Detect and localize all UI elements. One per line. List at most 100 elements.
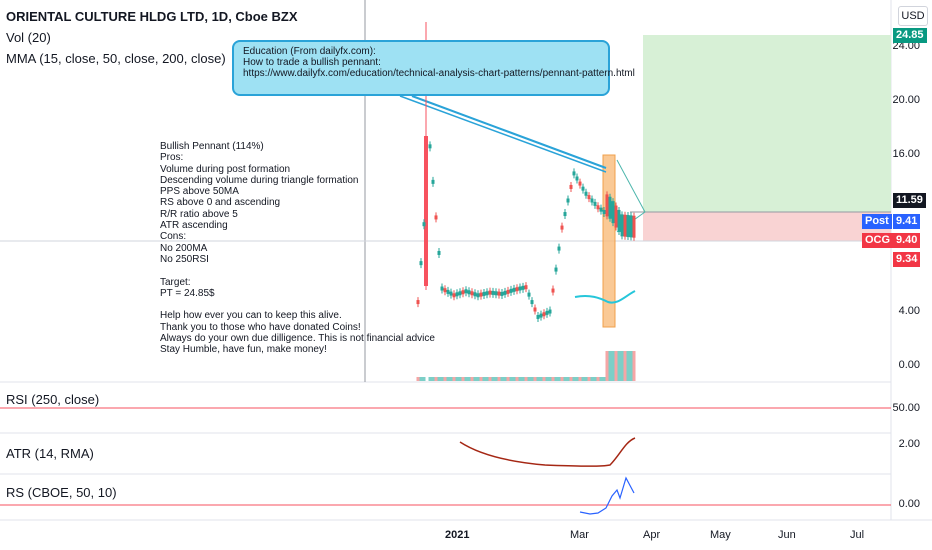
volume-bar (632, 351, 636, 381)
candle-body (437, 250, 441, 255)
time-label-may: May (710, 529, 731, 541)
mma-legend[interactable]: MMA (15, close, 50, close, 200, close) (6, 51, 226, 66)
vol-legend[interactable]: Vol (20) (6, 30, 51, 45)
analysis-notes: Bullish Pennant (114%) Pros: Volume duri… (160, 141, 435, 356)
volume-bar (551, 377, 555, 381)
volume-bar (515, 377, 519, 381)
volume-bar (443, 377, 447, 381)
candle-body (434, 215, 438, 220)
volume-bar (629, 351, 633, 381)
volume-bar (527, 377, 531, 381)
candle-body (608, 196, 612, 219)
volume-bar (548, 377, 552, 381)
candle-body (470, 291, 474, 296)
volume-bar (452, 377, 456, 381)
volume-bar (605, 351, 609, 381)
volume-bar (542, 377, 546, 381)
candle-body (590, 198, 594, 203)
candle-body (518, 286, 522, 291)
rsi-legend[interactable]: RSI (250, close) (6, 392, 100, 407)
volume-bar (500, 377, 504, 381)
rsi-tick: 50.00 (892, 402, 920, 414)
candle-body (524, 285, 528, 290)
candle-body (458, 291, 462, 296)
volume-bar (620, 351, 624, 381)
volume-bar (533, 377, 537, 381)
candle-body (515, 287, 519, 292)
volume-bar (560, 377, 564, 381)
candle-body (494, 291, 498, 296)
candle-body (506, 289, 510, 294)
candle-body (422, 222, 426, 227)
candle-body (596, 205, 600, 210)
candle-body (455, 292, 459, 297)
candle-body (440, 286, 444, 291)
volume-bar (599, 377, 603, 381)
volume-bar (473, 377, 477, 381)
volume-bar (479, 377, 483, 381)
time-label-2021: 2021 (445, 529, 470, 541)
ocg-price-tag: 9.40 (893, 233, 921, 248)
volume-bar (569, 377, 573, 381)
volume-bar (524, 377, 528, 381)
ocg-label-tag: OCG (862, 233, 894, 248)
volume-bar (572, 377, 576, 381)
candle-body (626, 215, 630, 238)
time-label-mar: Mar (570, 529, 589, 541)
candle-body (461, 290, 465, 295)
volume-bar (611, 351, 615, 381)
rs-legend[interactable]: RS (CBOE, 50, 10) (6, 485, 117, 500)
volume-bar (449, 377, 453, 381)
price-tick-24: 24.00 (892, 40, 920, 52)
volume-bar (491, 377, 495, 381)
candle-body (449, 291, 453, 296)
price-tick-20: 20.00 (892, 94, 920, 106)
volume-bar (584, 377, 588, 381)
volume-bar (509, 377, 513, 381)
candle-body (602, 210, 606, 215)
candle-body (566, 198, 570, 203)
volume-bar (497, 377, 501, 381)
candle-body (428, 144, 432, 149)
candle-body (476, 293, 480, 298)
education-callout[interactable]: Education (From dailyfx.com): How to tra… (232, 40, 635, 96)
callout-line-1: Education (From dailyfx.com): (243, 46, 376, 57)
volume-bar (419, 377, 423, 381)
volume-bar (455, 377, 459, 381)
volume-bar (416, 377, 420, 381)
candle-body (569, 184, 573, 189)
candle-body (509, 288, 513, 293)
candle-body (512, 287, 516, 292)
candle-body (623, 214, 627, 237)
candle-body (485, 291, 489, 296)
candle-body (572, 171, 576, 176)
candle-body (575, 176, 579, 181)
volume-bar (446, 377, 450, 381)
atr-tick: 2.00 (898, 438, 920, 450)
volume-bar (608, 351, 612, 381)
callout-line-2: How to trade a bullish pennant: (243, 57, 381, 68)
symbol-title: ORIENTAL CULTURE HLDG LTD, 1D, Cboe BZX (6, 9, 298, 24)
volume-bar (521, 377, 525, 381)
candle-body (446, 289, 450, 294)
atr-line (459, 437, 636, 467)
volume-bar (530, 377, 534, 381)
volume-bar (578, 377, 582, 381)
volume-bar (581, 377, 585, 381)
candle-body (632, 215, 636, 238)
time-label-jul: Jul (850, 529, 865, 541)
candle-body (581, 186, 585, 191)
callout-link[interactable]: https://www.dailyfx.com/education/techni… (243, 68, 635, 79)
callout-pointer-1 (411, 95, 607, 169)
time-label-jun: Jun (778, 529, 796, 541)
currency-button[interactable]: USD (898, 6, 928, 26)
volume-bar (554, 377, 558, 381)
price-tick-4: 4.00 (898, 305, 920, 317)
atr-legend[interactable]: ATR (14, RMA) (6, 446, 94, 461)
candle-body (629, 215, 633, 238)
candle-body (500, 291, 504, 296)
volume-bar (557, 377, 561, 381)
candle-body (467, 290, 471, 295)
candle-body (584, 191, 588, 196)
rs-line (579, 476, 635, 515)
